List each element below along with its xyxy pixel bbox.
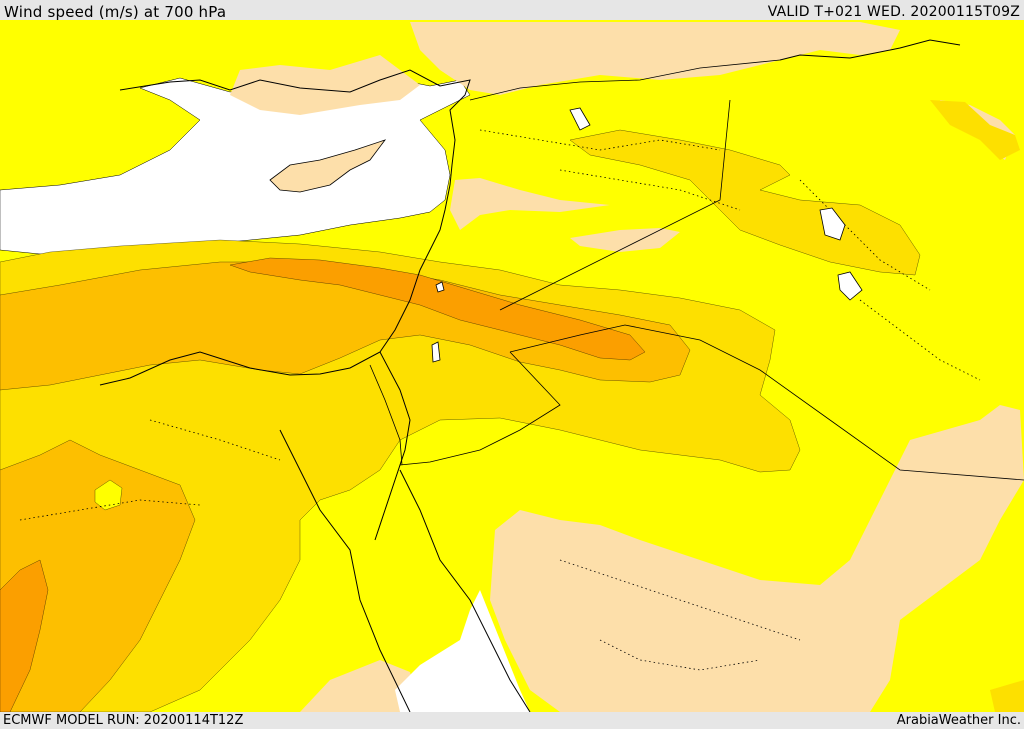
coast-redsea-east [399,469,531,712]
tan-anatolia [230,55,420,115]
tan-levant [450,178,610,230]
footer-bar: ECMWF MODEL RUN: 20200114T12Z ArabiaWeat… [0,712,1024,729]
coast-turkey [119,69,471,186]
coast-redsea-west [279,429,411,712]
orange-core [229,257,646,361]
border-egypt-sinai [369,364,403,466]
lake-dead-sea [431,341,441,363]
admin-borders [19,129,981,671]
coast-levant [99,184,451,386]
gold-se-patch [990,680,1024,712]
tan-north [410,22,900,95]
sea-white-red [395,590,530,712]
tan-egypt-south [300,660,420,712]
lake-ataturk [569,107,591,131]
country-borders [369,59,1024,481]
lake-habbaniyah [837,271,863,301]
border-jordan-south [399,351,561,466]
valid-time: VALID T+021 WED. 20200115T09Z [767,4,1020,20]
map-title: Wind speed (m/s) at 700 hPa [4,3,227,21]
border-syria-turkey [469,59,781,101]
tan-cyprus [269,139,387,193]
coastlines [99,39,961,712]
lake-tiberias [435,281,445,293]
header-bar: Wind speed (m/s) at 700 hPa VALID T+021 … [0,0,1024,21]
orange-sw [0,559,49,712]
coast-sinai [374,351,411,541]
coast-iraq-iran [779,39,961,61]
lake-thartar [819,207,846,241]
gold-band-east [569,129,921,276]
gold-northeast [930,100,1020,160]
amber-south-west [0,439,196,712]
tan-arabia [490,405,1024,712]
yellow-hole [94,479,123,511]
border-jordan-saudi [509,324,1024,481]
wind-speed-map[interactable] [0,20,1024,712]
model-run: ECMWF MODEL RUN: 20200114T12Z [3,713,244,728]
border-syria-iraq [499,99,731,311]
credit: ArabiaWeather Inc. [896,713,1021,728]
